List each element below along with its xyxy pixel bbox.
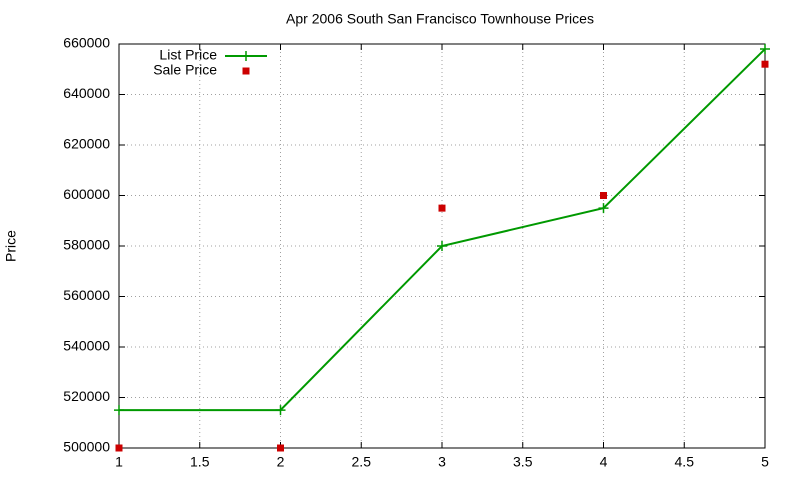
plot-border bbox=[118, 43, 766, 449]
y-tick-label: 560000 bbox=[63, 287, 110, 303]
x-tick-label: 3 bbox=[438, 454, 446, 470]
x-tick-label: 1.5 bbox=[190, 454, 210, 470]
legend-label: Sale Price bbox=[153, 62, 217, 78]
point-marker bbox=[277, 444, 284, 452]
y-tick-label: 640000 bbox=[63, 85, 110, 101]
point-marker bbox=[598, 203, 609, 214]
point-marker bbox=[241, 51, 251, 61]
point-marker bbox=[115, 444, 123, 452]
y-tick-label: 620000 bbox=[63, 136, 110, 152]
y-tick-label: 500000 bbox=[63, 439, 110, 455]
point-marker bbox=[760, 44, 770, 55]
x-tick-label: 2.5 bbox=[352, 454, 372, 470]
point-marker bbox=[761, 60, 769, 68]
point-marker bbox=[437, 241, 447, 251]
x-tick-label: 3.5 bbox=[513, 454, 533, 470]
y-tick-label: 600000 bbox=[63, 186, 110, 202]
point-marker bbox=[114, 405, 124, 416]
x-tick-label: 4.5 bbox=[675, 454, 695, 470]
x-tick-label: 2 bbox=[277, 454, 285, 470]
legend-label: List Price bbox=[159, 47, 217, 63]
x-tick-label: 1 bbox=[115, 454, 123, 470]
x-tick-label: 5 bbox=[761, 454, 769, 470]
y-tick-label: 520000 bbox=[63, 388, 110, 404]
series-line bbox=[119, 48, 766, 412]
point-marker bbox=[600, 192, 607, 199]
chart-title: Apr 2006 South San Francisco Townhouse P… bbox=[286, 11, 594, 27]
point-marker bbox=[275, 405, 286, 416]
y-axis-label: Price bbox=[3, 230, 19, 262]
point-marker bbox=[438, 204, 446, 212]
y-tick-label: 580000 bbox=[63, 237, 110, 253]
y-tick-label: 540000 bbox=[63, 338, 110, 354]
y-tick-label: 660000 bbox=[63, 35, 110, 51]
x-tick-label: 4 bbox=[600, 454, 608, 470]
point-marker bbox=[242, 67, 250, 75]
